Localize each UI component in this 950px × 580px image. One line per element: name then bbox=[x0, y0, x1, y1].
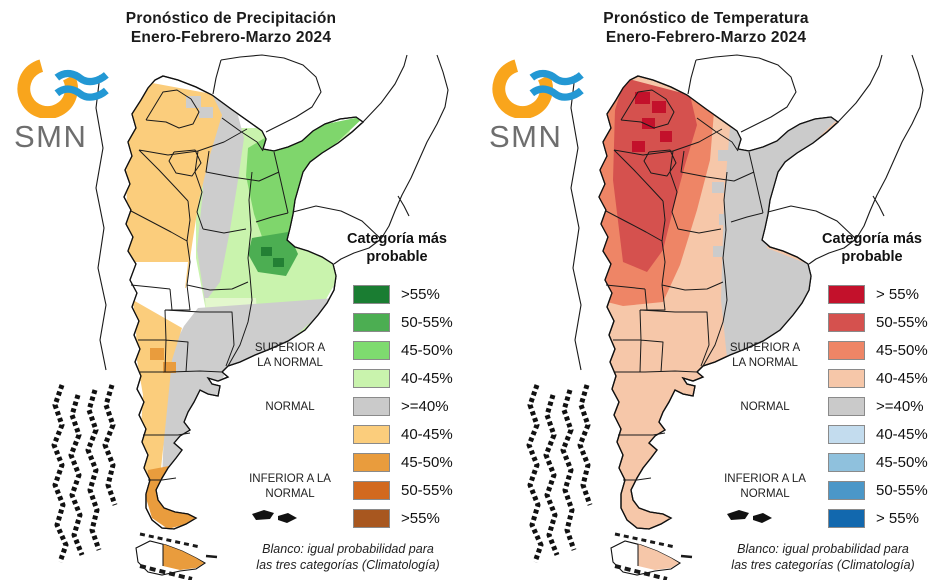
legend-swatch bbox=[353, 509, 390, 528]
smn-logo-icon bbox=[485, 52, 597, 118]
legend-item: > 55% bbox=[828, 509, 928, 528]
legend-label: 50-55% bbox=[876, 482, 928, 499]
map-title-precipitation: Pronóstico de Precipitación Enero-Febrer… bbox=[0, 9, 462, 47]
legend-swatch bbox=[353, 481, 390, 500]
legend-swatch bbox=[353, 397, 390, 416]
legend-label: >55% bbox=[401, 510, 440, 527]
legend-swatch bbox=[353, 453, 390, 472]
legend-swatch bbox=[828, 369, 865, 388]
legend-swatch bbox=[828, 341, 865, 360]
smn-logo: SMN bbox=[10, 52, 130, 155]
panel-temperature: Pronóstico de Temperatura Enero-Febrero-… bbox=[475, 0, 950, 580]
legend-item: 40-45% bbox=[828, 425, 928, 444]
legend-swatch bbox=[353, 369, 390, 388]
legend-swatch bbox=[828, 453, 865, 472]
legend-item: >=40% bbox=[353, 397, 453, 416]
legend-item: >55% bbox=[353, 509, 453, 528]
legend-label: 50-55% bbox=[401, 314, 453, 331]
smn-logo-text: SMN bbox=[489, 119, 563, 154]
legend-swatch bbox=[828, 285, 865, 304]
category-superior-label: SUPERIOR A LA NORMAL bbox=[254, 342, 326, 369]
legend-label: 40-45% bbox=[401, 426, 453, 443]
category-inferior-label: INFERIOR A LA NORMAL bbox=[724, 473, 806, 500]
title-line2: Enero-Febrero-Marzo 2024 bbox=[130, 29, 332, 46]
legend-label: > 55% bbox=[876, 510, 919, 527]
legend-temperature: > 55% 50-55% 45-50% 40-45% >=40% 40-45% … bbox=[828, 285, 928, 528]
legend-swatch bbox=[353, 341, 390, 360]
legend-item: 40-45% bbox=[353, 425, 453, 444]
legend-swatch bbox=[828, 509, 865, 528]
legend-label: 45-50% bbox=[876, 454, 928, 471]
legend-label: > 55% bbox=[876, 286, 919, 303]
title-line1: Pronóstico de Precipitación bbox=[125, 10, 337, 27]
legend-label: >=40% bbox=[401, 398, 449, 415]
legend-item: >=40% bbox=[828, 397, 928, 416]
legend-swatch bbox=[353, 425, 390, 444]
legend-label: 40-45% bbox=[876, 370, 928, 387]
category-inferior-label: INFERIOR A LA NORMAL bbox=[249, 473, 331, 500]
category-normal-label: NORMAL bbox=[265, 401, 315, 413]
legend-label: 40-45% bbox=[876, 426, 928, 443]
legend-item: > 55% bbox=[828, 285, 928, 304]
legend-precipitation: >55% 50-55% 45-50% 40-45% >=40% 40-45% 4… bbox=[353, 285, 453, 528]
legend-item: 40-45% bbox=[828, 369, 928, 388]
legend-swatch bbox=[353, 313, 390, 332]
legend-item: 45-50% bbox=[828, 453, 928, 472]
map-title-temperature: Pronóstico de Temperatura Enero-Febrero-… bbox=[475, 9, 937, 47]
legend-item: 50-55% bbox=[828, 481, 928, 500]
legend-item: 50-55% bbox=[828, 313, 928, 332]
legend-label: 50-55% bbox=[401, 482, 453, 499]
legend-item: 45-50% bbox=[353, 453, 453, 472]
smn-logo: SMN bbox=[485, 52, 605, 155]
legend-item: >55% bbox=[353, 285, 453, 304]
title-line1: Pronóstico de Temperatura bbox=[603, 10, 809, 27]
legend-label: 40-45% bbox=[401, 370, 453, 387]
legend-label: 45-50% bbox=[401, 454, 453, 471]
climatology-footnote: Blanco: igual probabilidad para las tres… bbox=[256, 542, 440, 572]
legend-title: Categoría más probable bbox=[822, 231, 922, 265]
title-line2: Enero-Febrero-Marzo 2024 bbox=[605, 29, 807, 46]
legend-title: Categoría más probable bbox=[347, 231, 447, 265]
legend-swatch bbox=[828, 397, 865, 416]
legend-item: 50-55% bbox=[353, 313, 453, 332]
legend-label: 50-55% bbox=[876, 314, 928, 331]
category-normal-label: NORMAL bbox=[740, 401, 790, 413]
legend-item: 45-50% bbox=[353, 341, 453, 360]
legend-swatch bbox=[828, 425, 865, 444]
climatology-footnote: Blanco: igual probabilidad para las tres… bbox=[731, 542, 915, 572]
legend-label: >=40% bbox=[876, 398, 924, 415]
legend-swatch bbox=[353, 285, 390, 304]
smn-logo-icon bbox=[10, 52, 122, 118]
legend-label: >55% bbox=[401, 286, 440, 303]
legend-label: 45-50% bbox=[876, 342, 928, 359]
category-superior-label: SUPERIOR A LA NORMAL bbox=[729, 342, 801, 369]
legend-swatch bbox=[828, 481, 865, 500]
legend-item: 40-45% bbox=[353, 369, 453, 388]
legend-item: 45-50% bbox=[828, 341, 928, 360]
legend-item: 50-55% bbox=[353, 481, 453, 500]
panel-precipitation: Pronóstico de Precipitación Enero-Febrer… bbox=[0, 9, 462, 580]
legend-swatch bbox=[828, 313, 865, 332]
legend-label: 45-50% bbox=[401, 342, 453, 359]
smn-logo-text: SMN bbox=[14, 119, 88, 154]
